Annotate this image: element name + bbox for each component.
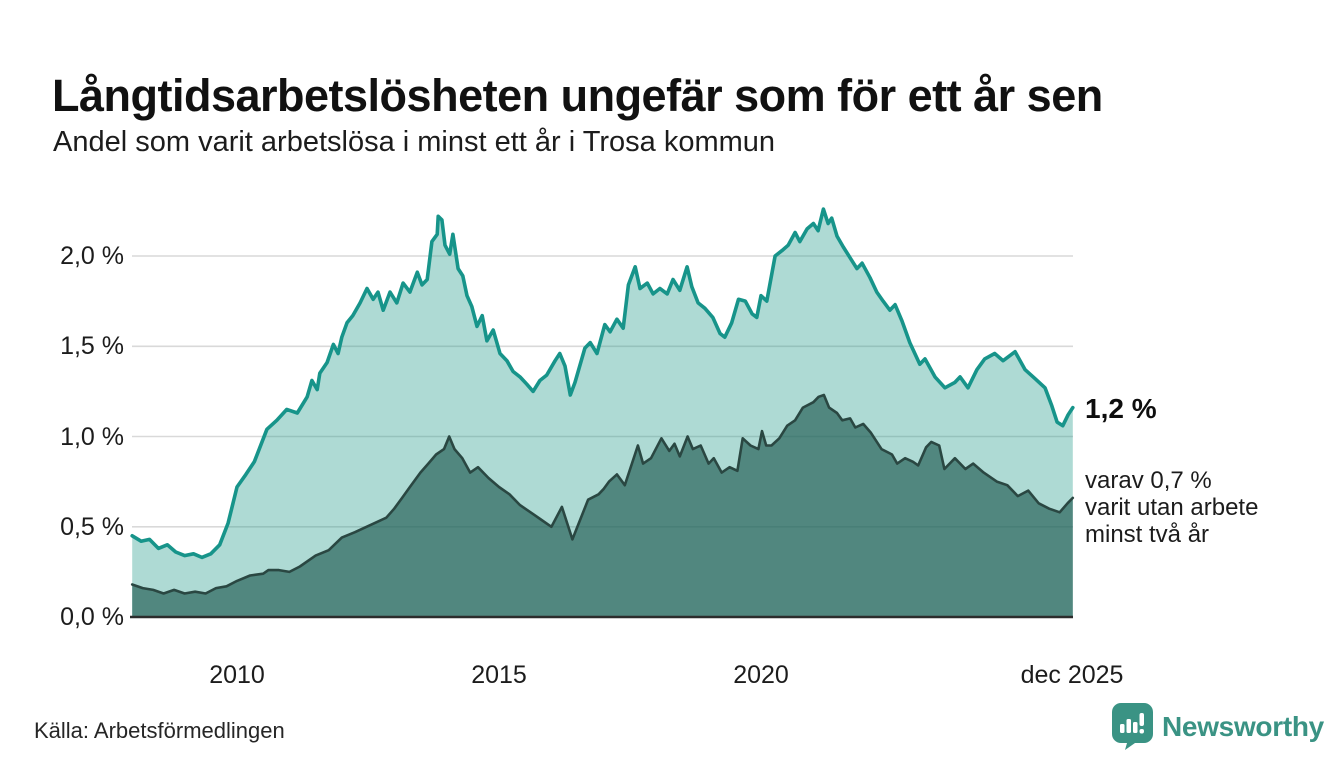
chart-title: Långtidsarbetslösheten ungefär som för e…: [52, 70, 1103, 122]
annotation-line-1: varav 0,7 %: [1085, 467, 1212, 494]
brand-name: Newsworthy: [1162, 710, 1324, 742]
y-tick-label: 2,0 %: [60, 242, 124, 270]
y-tick-label: 0,0 %: [60, 603, 124, 631]
y-tick-label: 1,0 %: [60, 422, 124, 451]
source-note: Källa: Arbetsförmedlingen: [34, 718, 285, 743]
chart-subtitle: Andel som varit arbetslösa i minst ett å…: [53, 126, 776, 158]
x-tick-label: 2010: [209, 661, 265, 689]
x-tick-label: 2015: [471, 661, 527, 689]
x-tick-label: dec 2025: [1020, 661, 1124, 689]
x-tick-label: 2020: [733, 661, 789, 689]
y-tick-label: 1,5 %: [60, 332, 124, 361]
end-value-label: 1,2 %: [1085, 393, 1157, 424]
minst-tva-ar-line: [130, 393, 1075, 595]
annotation-line-3: minst två år: [1085, 521, 1210, 548]
minst-tva-ar-area: [132, 395, 1073, 617]
annotation-line-2: varit utan arbete: [1085, 494, 1259, 521]
minst-ett-ar-line: [130, 207, 1075, 560]
y-tick-label: 0,5 %: [60, 512, 124, 541]
newsworthy-bubble-icon: [1112, 703, 1153, 750]
end-value-sub-annotation: varav 0,7 % varit utan arbete minst två …: [1085, 467, 1258, 548]
brand-logo[interactable]: Newsworthy: [1112, 703, 1324, 750]
